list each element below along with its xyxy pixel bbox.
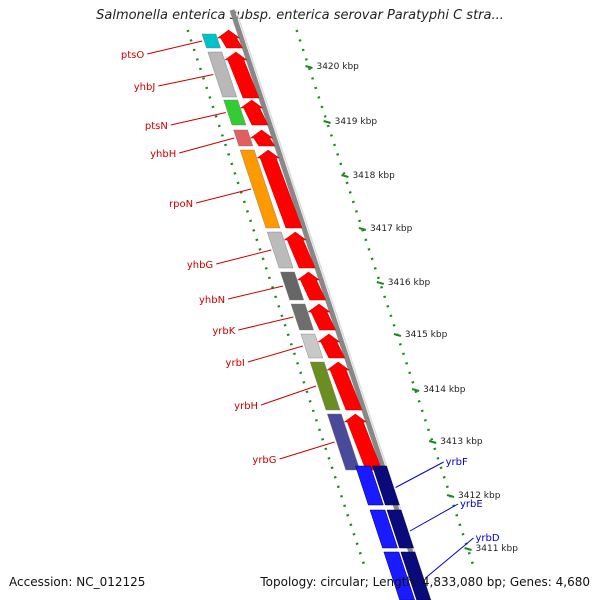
cds-arrow-7: [307, 303, 336, 331]
gene-label-yrbG: yrbG: [252, 455, 276, 466]
leader-yhbG: [216, 249, 272, 265]
kbp-tick-0: [305, 65, 313, 69]
forward-box-dark-yrbF: [372, 465, 400, 506]
gene-label-ptsO: ptsO: [121, 50, 144, 61]
gene-box-yhbJ: [207, 51, 237, 98]
leader-yrbH: [260, 385, 317, 406]
gene-box-rpoN: [239, 149, 281, 229]
kbp-label-0: 3420 kbp: [316, 62, 359, 72]
gene-label-yrbF: yrbF: [446, 457, 468, 468]
kbp-label-5: 3415 kbp: [405, 330, 448, 340]
kbp-tick-1: [323, 120, 331, 124]
leader-yhbN: [227, 285, 284, 300]
kbp-label-9: 3411 kbp: [476, 544, 519, 554]
kbp-tick-9: [464, 547, 472, 551]
accession-text: Accession: NC_012125: [9, 575, 146, 589]
gene-box-yhbH: [233, 129, 254, 147]
gene-box-yhbG: [266, 231, 294, 269]
kbp-tick-3: [358, 227, 367, 231]
gene-box-ptsO: [201, 33, 221, 49]
gene-label-ptsN: ptsN: [145, 121, 168, 132]
gene-label-yrbD: yrbD: [475, 533, 499, 544]
leader-ptsN: [170, 112, 226, 126]
gene-label-yrbE: yrbE: [460, 499, 483, 510]
leader-yrbD: [425, 537, 474, 579]
gene-box-ptsN: [223, 99, 247, 126]
reverse-cds-arrows: [216, 29, 383, 471]
gene-label-yhbG: yhbG: [187, 260, 213, 271]
cds-arrow-4: [256, 149, 303, 229]
leader-yrbI: [247, 345, 304, 363]
kbp-tick-6: [411, 388, 420, 392]
cds-arrow-0: [216, 29, 243, 49]
gene-label-yrbI: yrbI: [226, 358, 245, 369]
cds-arrow-9: [326, 361, 363, 411]
leader-yrbG: [279, 441, 335, 460]
cds-arrow-3: [249, 129, 276, 147]
gene-label-yrbK: yrbK: [212, 326, 235, 337]
cds-arrow-6: [296, 271, 327, 301]
leader-yrbE: [409, 503, 459, 532]
leader-yhbJ: [158, 74, 214, 87]
leader-ptsO: [147, 40, 203, 55]
leader-yhbH: [179, 137, 235, 154]
forward-box-dark-yrbD: [400, 551, 431, 600]
cds-arrow-1: [224, 51, 260, 99]
forward-box-yrbE: [369, 509, 398, 549]
kbp-label-8: 3412 kbp: [458, 491, 501, 501]
cds-arrow-8: [317, 333, 346, 359]
topology-text: Topology: circular; Length: 4,833,080 bp…: [260, 575, 590, 589]
kbp-label-4: 3416 kbp: [388, 278, 431, 288]
kbp-tick-4: [376, 281, 385, 285]
gene-box-yrbK: [290, 303, 314, 331]
cds-arrow-5: [283, 231, 316, 269]
cds-arrow-2: [239, 99, 269, 126]
leader-yrbF: [395, 461, 444, 488]
forward-box-yrbD: [383, 551, 415, 600]
reverse-gene-boxes: [201, 33, 361, 471]
kbp-label-1: 3419 kbp: [335, 117, 378, 127]
gene-label-rpoN: rpoN: [169, 199, 193, 210]
kbp-tick-2: [341, 174, 349, 178]
leader-yrbK: [238, 316, 294, 331]
kbp-label-7: 3413 kbp: [440, 437, 483, 447]
kbp-tick-5: [393, 333, 402, 337]
gene-label-yhbJ: yhbJ: [134, 82, 156, 93]
gene-box-yrbI: [300, 333, 324, 359]
kbp-tick-7: [428, 440, 437, 444]
gene-box-yrbH: [309, 361, 341, 411]
forward-box-dark-yrbE: [386, 509, 414, 549]
map-title: Salmonella enterica subsp. enterica sero…: [96, 8, 504, 23]
kbp-label-6: 3414 kbp: [423, 385, 466, 395]
leader-rpoN: [195, 188, 252, 204]
kbp-label-2: 3418 kbp: [352, 171, 395, 181]
gene-labels: ptsO yhbJ ptsN yhbH rpoN yhbG yhbN yrbK yrbI yrbH…: [121, 40, 500, 579]
gene-label-yhbN: yhbN: [199, 295, 225, 306]
gene-box-yhbN: [280, 271, 304, 301]
gene-label-yhbH: yhbH: [150, 149, 176, 160]
kbp-scale: 3420 kbp 3419 kbp 3418 kbp 3417 kbp 3416 kbp…: [305, 62, 518, 554]
gene-label-yrbH: yrbH: [234, 401, 258, 412]
kbp-label-3: 3417 kbp: [370, 224, 413, 234]
forward-gene-boxes: [355, 465, 431, 600]
forward-box-yrbF: [355, 465, 384, 506]
kbp-tick-8: [446, 494, 455, 498]
